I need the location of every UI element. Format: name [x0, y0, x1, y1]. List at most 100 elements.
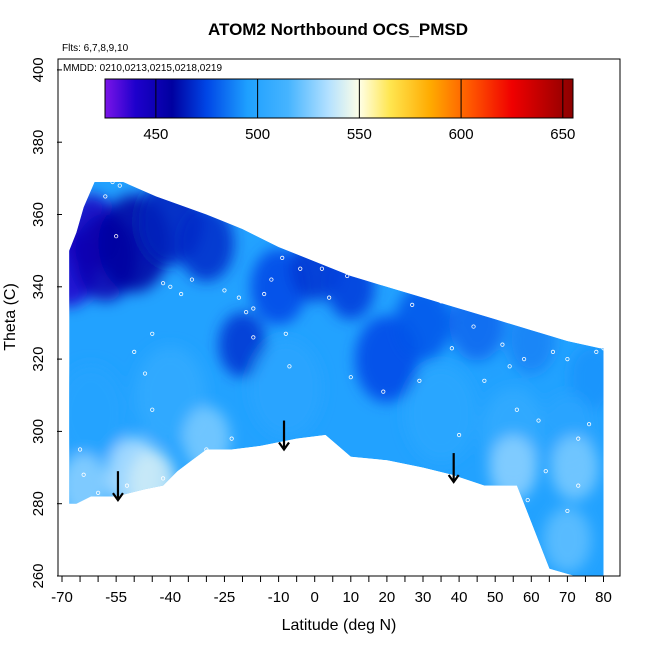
- x-tick-label: 60: [523, 589, 540, 606]
- sample-point: [565, 508, 570, 514]
- dates-annotation: MMDD: 0210,0213,0215,0218,0219: [63, 63, 222, 74]
- sample-points: [77, 179, 606, 514]
- sample-point: [525, 497, 530, 503]
- heatmap-feature: [69, 453, 108, 519]
- sample-point: [381, 389, 386, 394]
- sample-point: [168, 284, 173, 289]
- heatmap-feature: [507, 308, 556, 374]
- arrow-head: [278, 441, 290, 452]
- y-axis-title: Theta (C): [2, 283, 19, 351]
- y-tick-label: 280: [30, 491, 47, 516]
- sample-point: [514, 407, 519, 412]
- sample-point: [114, 234, 119, 239]
- colorbar-tick-label: 650: [550, 126, 575, 143]
- colorbar-tick-label: 600: [449, 126, 474, 143]
- heatmap-feature: [405, 364, 477, 463]
- sample-point: [456, 432, 462, 438]
- x-tick-label: 20: [379, 589, 396, 606]
- heatmap-feature: [178, 205, 235, 282]
- sample-point: [438, 299, 444, 304]
- plot-frame: [57, 58, 621, 577]
- sample-point: [449, 346, 454, 351]
- sample-point: [586, 422, 592, 427]
- x-tick-label: 0: [311, 589, 319, 606]
- sample-point: [251, 306, 256, 311]
- sample-point: [576, 436, 581, 441]
- heatmap-feature: [449, 284, 505, 361]
- y-tick-label: 260: [30, 563, 47, 588]
- sample-point: [179, 291, 184, 297]
- y-tick-label: 360: [30, 202, 47, 227]
- sample-point: [507, 364, 512, 369]
- sample-point: [269, 277, 274, 282]
- x-tick-label: 80: [595, 589, 612, 606]
- x-axis-title: Latitude (deg N): [282, 617, 397, 634]
- arrow-markers: [112, 420, 460, 502]
- heatmap-feature: [218, 312, 267, 378]
- sample-point: [280, 255, 285, 260]
- colorbar: 450 500 550 600 650: [104, 78, 575, 143]
- sample-point: [536, 418, 541, 423]
- x-tick-label: 10: [342, 589, 359, 606]
- sample-point: [110, 179, 115, 185]
- heatmap-feature: [568, 344, 604, 410]
- x-tick-label: 30: [415, 589, 432, 606]
- sample-point: [345, 273, 350, 279]
- sample-point: [132, 349, 137, 354]
- sample-point: [128, 179, 133, 185]
- sample-point: [550, 349, 556, 354]
- heatmap-feature: [128, 449, 177, 515]
- sample-point: [262, 291, 267, 297]
- x-axis: -70 -55 -40 -25 -10 0 10 20 30 40 50 60 70 80: [51, 576, 612, 606]
- sample-point: [236, 295, 241, 300]
- sample-point: [150, 407, 155, 412]
- sample-point: [96, 490, 101, 495]
- sample-point: [283, 331, 288, 336]
- sample-point: [348, 375, 353, 380]
- heatmap-clip-group: [69, 182, 604, 576]
- sample-point: [222, 288, 227, 293]
- x-tick-label: -55: [105, 589, 127, 606]
- chart-title: ATOM2 Northbound OCS_PMSD: [208, 20, 468, 39]
- sample-point: [319, 266, 325, 271]
- x-tick-label: 40: [451, 589, 468, 606]
- y-tick-label: 380: [30, 130, 47, 155]
- heatmap-feature: [250, 339, 322, 437]
- arrow-head: [447, 474, 460, 484]
- sample-point: [565, 356, 570, 362]
- x-tick-label: -25: [214, 589, 236, 606]
- heatmap-feature: [326, 254, 375, 320]
- x-tick-label: -10: [268, 589, 290, 606]
- y-axis: 260 280 300 320 340 360 380 400: [30, 57, 62, 589]
- x-tick-label: 50: [487, 589, 504, 606]
- colorbar-gradient: [104, 78, 574, 119]
- y-tick-label: 320: [30, 347, 47, 372]
- colorbar-tick-label: 500: [245, 126, 270, 143]
- heatmap-feature: [182, 406, 231, 472]
- sample-point: [229, 436, 234, 441]
- sample-point: [150, 331, 155, 336]
- x-tick-label: -40: [159, 589, 181, 606]
- heatmap-feature: [69, 364, 127, 463]
- sample-point: [543, 469, 548, 474]
- colorbar-tick-label: 550: [347, 126, 372, 143]
- heatmap-feature: [543, 507, 592, 573]
- y-tick-label: 340: [30, 274, 47, 299]
- sample-point: [594, 349, 599, 354]
- sample-point: [160, 476, 166, 481]
- heatmap-feature: [550, 435, 599, 501]
- sample-point: [77, 447, 83, 452]
- sample-point: [417, 378, 422, 383]
- sample-point: [287, 364, 292, 369]
- sample-point: [327, 295, 332, 300]
- y-tick-label: 300: [30, 419, 47, 444]
- sample-point: [189, 277, 195, 282]
- colorbar-tick-label: 450: [143, 126, 168, 143]
- sample-point: [576, 483, 581, 488]
- x-tick-label: -70: [51, 589, 73, 606]
- y-tick-label: 400: [30, 57, 47, 82]
- sample-point: [471, 324, 476, 329]
- heatmap-field: [69, 182, 604, 576]
- sample-point: [142, 371, 148, 376]
- sample-point: [359, 273, 364, 279]
